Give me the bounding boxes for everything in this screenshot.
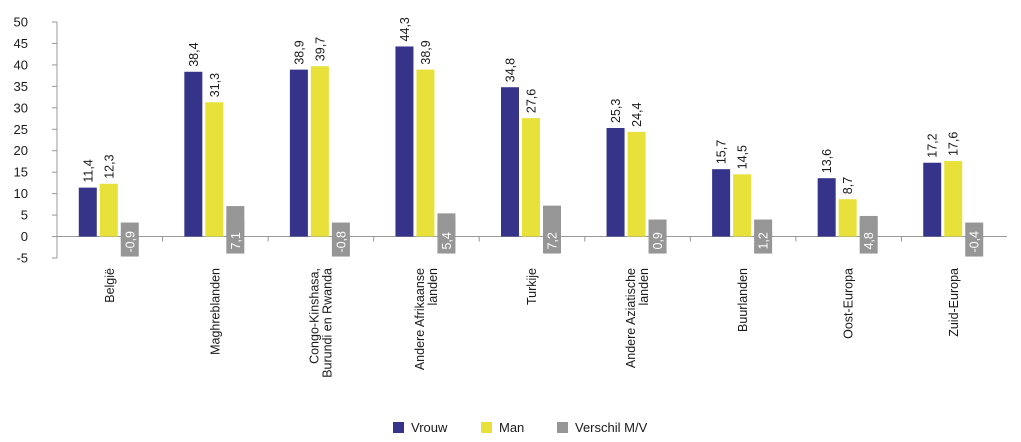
data-label: 38,9 bbox=[292, 40, 306, 64]
data-label: 38,9 bbox=[419, 40, 433, 64]
y-tick-label: -5 bbox=[16, 251, 28, 266]
diff-label-box bbox=[648, 219, 667, 254]
bar-man bbox=[944, 161, 963, 237]
y-tick-label: 45 bbox=[14, 36, 28, 51]
data-label: 44,3 bbox=[398, 17, 412, 41]
bar-vrouw bbox=[817, 178, 836, 237]
category-label: Burundi en Rwanda bbox=[320, 268, 334, 378]
data-label: 17,6 bbox=[947, 132, 961, 156]
y-tick-label: 10 bbox=[14, 186, 28, 201]
bar-man bbox=[416, 69, 435, 237]
diff-label: 7,1 bbox=[229, 232, 243, 249]
category-label: landen bbox=[637, 268, 651, 306]
bar-man bbox=[205, 102, 224, 237]
legend-swatch-man bbox=[481, 422, 492, 433]
bar-vrouw bbox=[501, 87, 519, 237]
legend-label: Man bbox=[499, 420, 524, 435]
diff-label-box bbox=[226, 219, 245, 254]
y-tick-label: 0 bbox=[21, 229, 28, 244]
category-labels: België Maghreblanden Congo-Kinshasa, Burund… bbox=[103, 268, 961, 378]
data-label: 25,3 bbox=[609, 99, 623, 123]
category-label: landen bbox=[426, 268, 440, 306]
diff-label-box bbox=[965, 222, 984, 257]
data-label: 38,4 bbox=[187, 42, 201, 66]
diff-label: 7,2 bbox=[546, 232, 560, 249]
diff-label-box bbox=[331, 222, 350, 257]
data-label: 15,7 bbox=[715, 140, 729, 164]
data-label: 31,3 bbox=[208, 73, 222, 97]
diff-label-box bbox=[859, 219, 878, 254]
category-label: Oost-Europa bbox=[842, 268, 856, 339]
data-label: 24,4 bbox=[630, 102, 644, 126]
diff-label: -0,4 bbox=[968, 231, 982, 253]
legend-swatch-vrouw bbox=[393, 422, 404, 433]
legend-label: Vrouw bbox=[411, 420, 448, 435]
bar-vrouw bbox=[923, 162, 942, 237]
bar-vrouw bbox=[78, 187, 97, 237]
data-label: 27,6 bbox=[525, 89, 539, 113]
category-label: Buurlanden bbox=[736, 268, 750, 332]
value-labels: 11,4 12,3 -0,9 38,4 31,3 7,1 38,9 39,7 -0,8 44,3 3… bbox=[81, 17, 984, 257]
diff-label-box bbox=[120, 222, 139, 257]
category-label: Turkije bbox=[525, 268, 539, 305]
diff-label: 0,9 bbox=[651, 232, 665, 249]
bar-man bbox=[627, 131, 646, 237]
data-label: 13,6 bbox=[820, 149, 834, 173]
bar-man bbox=[522, 118, 540, 237]
bar-man bbox=[99, 183, 118, 237]
category-label: Zuid-Europa bbox=[947, 268, 961, 337]
y-tick-label: 40 bbox=[14, 57, 28, 72]
bar-man bbox=[733, 174, 752, 237]
data-label: 8,7 bbox=[841, 177, 855, 194]
data-label: 34,8 bbox=[504, 58, 518, 82]
data-label: 39,7 bbox=[313, 37, 327, 61]
data-label: 12,3 bbox=[102, 154, 116, 178]
y-tick-label: 25 bbox=[14, 122, 28, 137]
bar-man bbox=[310, 66, 329, 237]
bar-vrouw bbox=[395, 46, 414, 237]
bar-vrouw bbox=[289, 69, 308, 237]
diff-label: 1,2 bbox=[757, 232, 771, 249]
diff-label: 4,8 bbox=[862, 232, 876, 249]
category-label: Andere Aziatische bbox=[624, 268, 638, 368]
data-label: 11,4 bbox=[81, 159, 95, 182]
diff-label-box bbox=[754, 219, 773, 254]
y-tick-label: 15 bbox=[14, 165, 28, 180]
diff-label-box bbox=[437, 219, 456, 254]
y-tick-label: 30 bbox=[14, 100, 28, 115]
diff-label: -0,8 bbox=[334, 231, 348, 253]
diff-label: 5,4 bbox=[440, 232, 454, 249]
legend-swatch-verschil bbox=[557, 422, 568, 433]
bar-vrouw bbox=[606, 127, 625, 237]
data-label: 14,5 bbox=[736, 145, 750, 169]
category-label: België bbox=[103, 268, 117, 303]
y-tick-label: 20 bbox=[14, 143, 28, 158]
y-tick-label: 50 bbox=[14, 15, 28, 30]
data-label: 17,2 bbox=[926, 133, 940, 157]
bar-vrouw bbox=[184, 71, 203, 237]
category-label: Andere Afrikaanse bbox=[413, 268, 427, 370]
legend-label: Verschil M/V bbox=[575, 420, 648, 435]
diff-label-box bbox=[543, 219, 561, 254]
legend: Vrouw Man Verschil M/V bbox=[393, 420, 648, 435]
bar-vrouw bbox=[712, 169, 731, 237]
y-tick-label: 35 bbox=[14, 79, 28, 94]
diff-label: -0,9 bbox=[123, 231, 137, 253]
y-tick-label: 5 bbox=[21, 208, 28, 223]
bar-man bbox=[838, 199, 857, 237]
category-label: Maghreblanden bbox=[208, 268, 222, 355]
category-label: Congo-Kinshasa, bbox=[307, 268, 321, 364]
